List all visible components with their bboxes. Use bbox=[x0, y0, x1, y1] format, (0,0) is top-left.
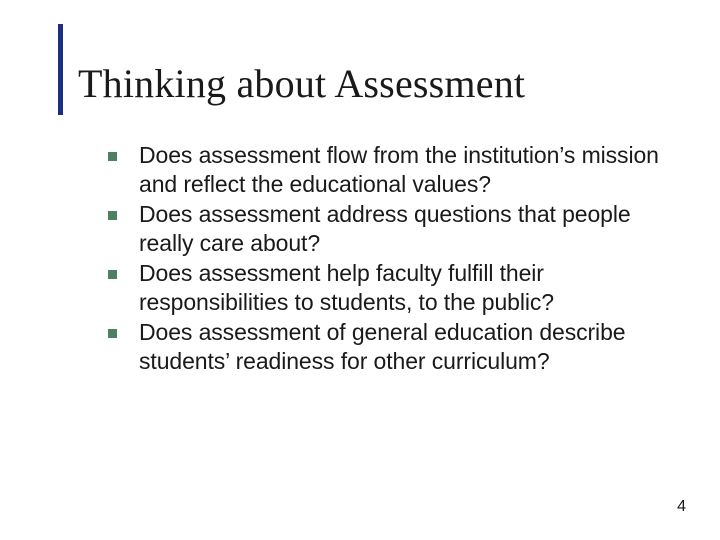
square-bullet-icon bbox=[108, 270, 117, 279]
square-bullet-icon bbox=[108, 329, 117, 338]
bullet-text: Does assessment address questions that p… bbox=[139, 200, 670, 259]
list-item: Does assessment address questions that p… bbox=[108, 200, 670, 259]
bullet-text: Does assessment flow from the institutio… bbox=[139, 141, 670, 200]
slide-title: Thinking about Assessment bbox=[78, 60, 720, 107]
bullet-text: Does assessment help faculty fulfill the… bbox=[139, 259, 670, 318]
title-accent-rule bbox=[58, 24, 63, 115]
bullet-text: Does assessment of general education des… bbox=[139, 318, 670, 377]
slide: Thinking about Assessment Does assessmen… bbox=[0, 0, 720, 540]
list-item: Does assessment flow from the institutio… bbox=[108, 141, 670, 200]
title-area: Thinking about Assessment bbox=[78, 60, 720, 107]
list-item: Does assessment of general education des… bbox=[108, 318, 670, 377]
bullet-list: Does assessment flow from the institutio… bbox=[108, 141, 670, 377]
list-item: Does assessment help faculty fulfill the… bbox=[108, 259, 670, 318]
square-bullet-icon bbox=[108, 152, 117, 161]
square-bullet-icon bbox=[108, 211, 117, 220]
page-number: 4 bbox=[677, 498, 686, 516]
